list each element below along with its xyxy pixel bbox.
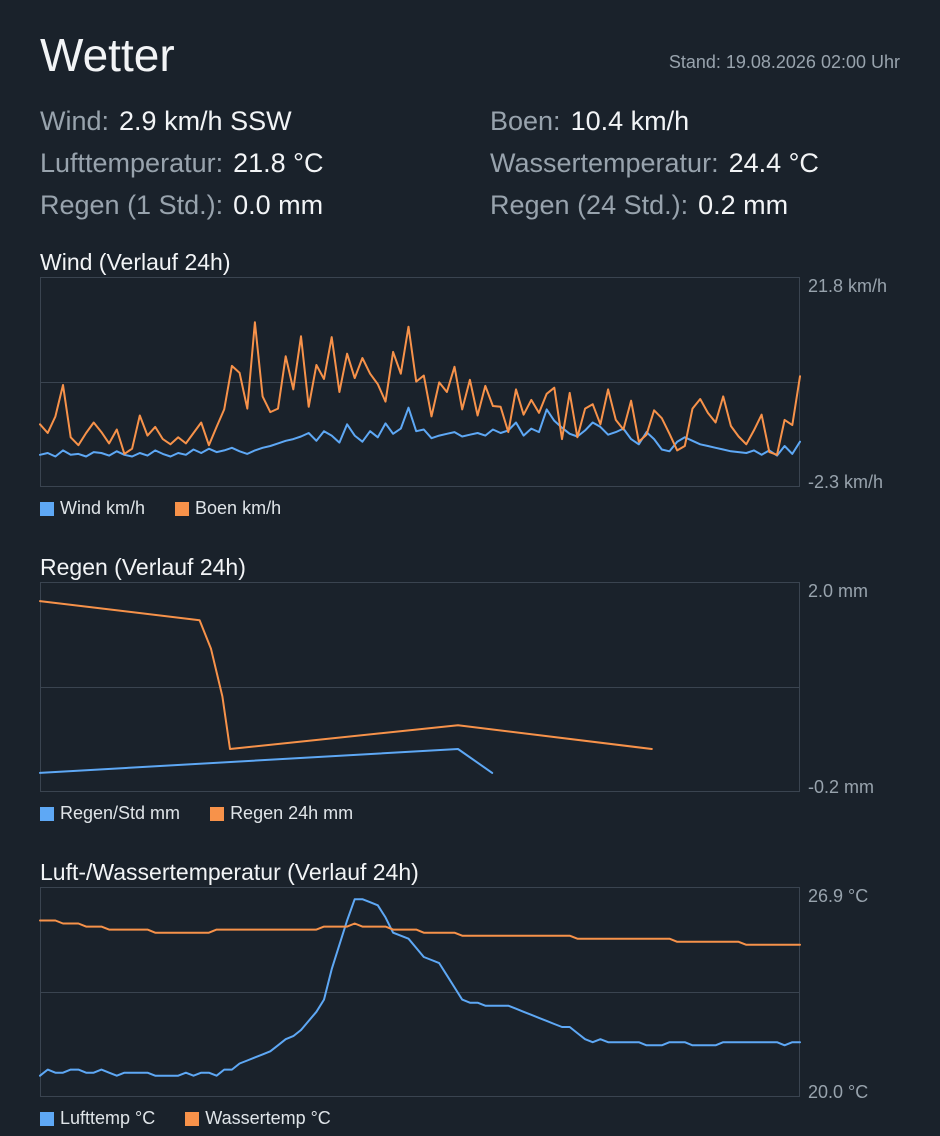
stat-value: 0.0 mm [233, 190, 324, 220]
series-line-regen-24h-mm [39, 600, 653, 750]
legend-label: Lufttemp °C [60, 1108, 156, 1128]
stat-boen: Boen: 10.4 km/h [490, 106, 689, 137]
stat-value: 10.4 km/h [570, 106, 690, 136]
stat-regen-1h: Regen (1 Std.): 0.0 mm [40, 190, 323, 221]
stat-label: Lufttemperatur: [40, 148, 224, 178]
legend-label: Boen km/h [195, 498, 282, 518]
stat-label: Wassertemperatur: [490, 148, 719, 178]
legend-item-regen-24h: Regen 24h mm [210, 803, 353, 824]
stat-lufttemperatur: Lufttemperatur: 21.8 °C [40, 148, 323, 179]
legend-label: Wassertemp °C [205, 1108, 331, 1128]
series-line-regen-std-mm [39, 748, 494, 774]
series-line-boen-km-h [39, 321, 801, 456]
stat-wind: Wind: 2.9 km/h SSW [40, 106, 292, 137]
stat-label: Boen: [490, 106, 561, 136]
regen-chart: 2.0 mm -0.2 mm [39, 581, 874, 797]
y-tick-min: -2.3 km/h [808, 472, 883, 492]
y-tick-min: -0.2 mm [808, 777, 874, 797]
legend-label: Regen/Std mm [60, 803, 181, 823]
page-title: Wetter [40, 29, 175, 81]
legend-item-lufttemp: Lufttemp °C [40, 1108, 155, 1129]
series-line-lufttemp-c [39, 898, 801, 1077]
wind-chart-title: Wind (Verlauf 24h) [40, 249, 231, 275]
legend-item-regen-std: Regen/Std mm [40, 803, 180, 824]
legend-swatch [210, 806, 225, 821]
series-line-wind-km-h [39, 406, 801, 458]
temp-chart: 26.9 °C 20.0 °C [39, 886, 868, 1102]
stat-label: Regen (1 Std.): [40, 190, 224, 220]
legend-item-boen: Boen km/h [175, 498, 281, 519]
stat-wassertemperatur: Wassertemperatur: 24.4 °C [490, 148, 819, 179]
legend-swatch [40, 806, 54, 821]
wind-legend: Wind km/h Boen km/h [40, 498, 281, 519]
wind-chart: 21.8 km/h -2.3 km/h [39, 276, 887, 492]
regen-legend: Regen/Std mm Regen 24h mm [40, 803, 353, 824]
stat-value: 0.2 mm [698, 190, 789, 220]
timestamp: Stand: 19.08.2026 02:00 Uhr [668, 52, 900, 72]
y-tick-max: 2.0 mm [808, 581, 868, 601]
temp-chart-title: Luft-/Wassertemperatur (Verlauf 24h) [40, 859, 419, 885]
legend-swatch [175, 501, 190, 516]
legend-swatch [185, 1111, 200, 1126]
legend-label: Regen 24h mm [230, 803, 354, 823]
stat-label: Regen (24 Std.): [490, 190, 689, 220]
stat-value: 21.8 °C [233, 148, 324, 178]
legend-swatch [40, 1111, 54, 1126]
legend-label: Wind km/h [60, 498, 146, 518]
y-tick-max: 26.9 °C [808, 886, 868, 906]
stat-value: 2.9 km/h SSW [119, 106, 292, 136]
legend-item-wassertemp: Wassertemp °C [185, 1108, 331, 1129]
stat-value: 24.4 °C [728, 148, 819, 178]
legend-swatch [40, 501, 54, 516]
y-tick-max: 21.8 km/h [808, 276, 887, 296]
temp-legend: Lufttemp °C Wassertemp °C [40, 1108, 331, 1129]
stat-label: Wind: [40, 106, 110, 136]
regen-chart-title: Regen (Verlauf 24h) [40, 554, 246, 580]
series-line-wassertemp-c [39, 919, 801, 946]
legend-item-wind: Wind km/h [40, 498, 145, 519]
y-tick-min: 20.0 °C [808, 1082, 868, 1102]
stat-regen-24h: Regen (24 Std.): 0.2 mm [490, 190, 788, 221]
